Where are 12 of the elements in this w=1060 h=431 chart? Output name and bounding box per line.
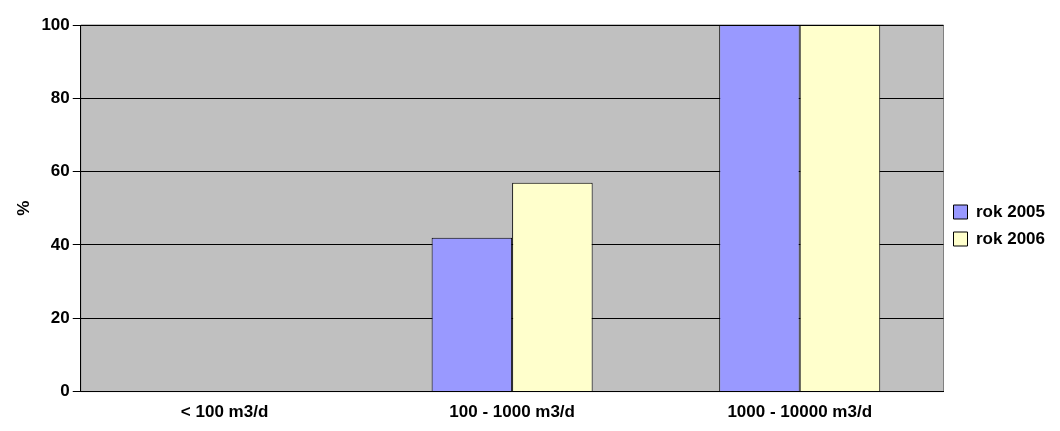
x-tick-label: 1000 - 10000 m3/d [727,402,873,422]
legend-label: rok 2006 [976,228,1045,248]
y-axis-title: % [13,200,33,216]
legend-label: rok 2005 [976,201,1045,221]
y-tick-label: 0 [60,381,70,401]
y-tick-label: 100 [41,14,70,34]
x-tick-label: 100 - 1000 m3/d [449,402,575,422]
x-tick-label: < 100 m3/d [180,402,269,422]
y-tick-label: 40 [50,234,70,254]
y-tick-label: 20 [50,307,70,327]
y-tick-label: 60 [50,161,70,181]
y-tick-label: 80 [50,88,70,108]
